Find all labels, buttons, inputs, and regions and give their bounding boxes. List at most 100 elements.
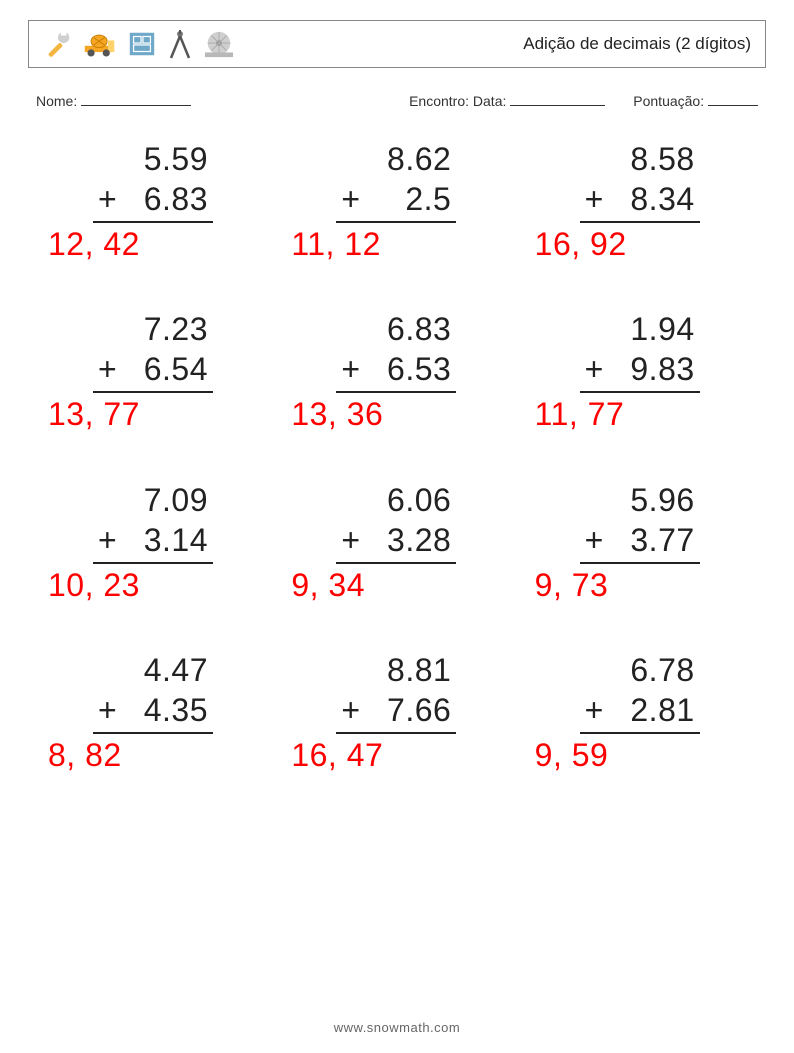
problems-grid: 5.59+6.8312, 428.62+2.511, 128.58+8.3416… bbox=[28, 139, 766, 775]
operator: + bbox=[341, 690, 360, 730]
score-field: Pontuação: bbox=[633, 92, 758, 109]
problem: 4.47+4.35 8, 82 bbox=[42, 650, 265, 774]
operand-row: +3.28 bbox=[341, 520, 451, 560]
name-blank[interactable] bbox=[81, 92, 191, 106]
worksheet-title: Adição de decimais (2 dígitos) bbox=[523, 34, 751, 54]
answer: 12, 42 bbox=[48, 225, 140, 263]
operator: + bbox=[341, 179, 360, 219]
answer: 9, 59 bbox=[535, 736, 609, 774]
operand-a: 6.06 bbox=[341, 480, 451, 520]
operand-b: 4.35 bbox=[117, 690, 208, 730]
problem-stack: 6.78+2.81 bbox=[585, 650, 700, 734]
operand-a: 8.62 bbox=[341, 139, 451, 179]
rule-line bbox=[580, 221, 700, 223]
operand-a: 8.58 bbox=[585, 139, 695, 179]
operator: + bbox=[341, 520, 360, 560]
name-label: Nome: bbox=[36, 93, 77, 109]
problem: 6.06+3.28 9, 34 bbox=[285, 480, 508, 604]
problem-stack: 8.58+8.34 bbox=[585, 139, 700, 223]
problem-stack: 7.09+3.14 bbox=[98, 480, 213, 564]
operator: + bbox=[98, 690, 117, 730]
rule-line bbox=[336, 562, 456, 564]
operator: + bbox=[585, 690, 604, 730]
operand-a: 6.83 bbox=[341, 309, 451, 349]
compass-icon bbox=[167, 28, 193, 60]
date-field: Encontro: Data: bbox=[409, 92, 605, 109]
operand-row: +2.81 bbox=[585, 690, 695, 730]
rule-line bbox=[580, 562, 700, 564]
answer: 16, 47 bbox=[291, 736, 383, 774]
cement-truck-icon bbox=[83, 29, 117, 59]
answer: 10, 23 bbox=[48, 566, 140, 604]
operand-row: +3.77 bbox=[585, 520, 695, 560]
problem: 8.81+7.66 16, 47 bbox=[285, 650, 508, 774]
operand-a: 6.78 bbox=[585, 650, 695, 690]
answer: 11, 12 bbox=[291, 225, 381, 263]
problem: 8.62+2.511, 12 bbox=[285, 139, 508, 263]
rule-line bbox=[93, 732, 213, 734]
score-blank[interactable] bbox=[708, 92, 758, 106]
problem: 6.83+6.53 13, 36 bbox=[285, 309, 508, 433]
operand-b: 3.28 bbox=[360, 520, 451, 560]
operand-row: +8.34 bbox=[585, 179, 695, 219]
operand-b: 6.83 bbox=[117, 179, 208, 219]
rule-line bbox=[93, 391, 213, 393]
operand-b: 6.53 bbox=[360, 349, 451, 389]
answer: 9, 34 bbox=[291, 566, 365, 604]
rule-line bbox=[336, 732, 456, 734]
problem: 5.96+3.77 9, 73 bbox=[529, 480, 752, 604]
operand-row: +6.54 bbox=[98, 349, 208, 389]
header-box: Adição de decimais (2 dígitos) bbox=[28, 20, 766, 68]
info-row: Nome: Encontro: Data: Pontuação: bbox=[28, 92, 766, 109]
rule-line bbox=[336, 221, 456, 223]
operand-row: +2.5 bbox=[341, 179, 451, 219]
operand-b: 2.81 bbox=[603, 690, 694, 730]
operand-b: 7.66 bbox=[360, 690, 451, 730]
problem: 5.59+6.8312, 42 bbox=[42, 139, 265, 263]
operand-a: 7.09 bbox=[98, 480, 208, 520]
operator: + bbox=[585, 349, 604, 389]
operand-row: +7.66 bbox=[341, 690, 451, 730]
operator: + bbox=[585, 179, 604, 219]
operand-b: 6.54 bbox=[117, 349, 208, 389]
problem-stack: 1.94+9.83 bbox=[585, 309, 700, 393]
operand-a: 5.59 bbox=[98, 139, 208, 179]
problem-stack: 5.59+6.83 bbox=[98, 139, 213, 223]
operand-a: 4.47 bbox=[98, 650, 208, 690]
info-right: Encontro: Data: Pontuação: bbox=[409, 92, 758, 109]
operand-row: +9.83 bbox=[585, 349, 695, 389]
problem: 7.09+3.1410, 23 bbox=[42, 480, 265, 604]
name-field: Nome: bbox=[36, 92, 191, 109]
problem-stack: 5.96+3.77 bbox=[585, 480, 700, 564]
date-blank[interactable] bbox=[510, 92, 605, 106]
operand-a: 8.81 bbox=[341, 650, 451, 690]
wrench-icon bbox=[43, 29, 73, 59]
problem-stack: 8.62+2.5 bbox=[341, 139, 456, 223]
answer: 16, 92 bbox=[535, 225, 627, 263]
operator: + bbox=[585, 520, 604, 560]
sawblade-icon bbox=[203, 29, 235, 59]
score-label: Pontuação: bbox=[633, 93, 704, 109]
operand-b: 2.5 bbox=[360, 179, 451, 219]
operand-row: +3.14 bbox=[98, 520, 208, 560]
answer: 11, 77 bbox=[535, 395, 625, 433]
operator: + bbox=[98, 179, 117, 219]
answer: 13, 36 bbox=[291, 395, 383, 433]
problem-stack: 4.47+4.35 bbox=[98, 650, 213, 734]
operand-b: 8.34 bbox=[603, 179, 694, 219]
operand-row: +6.53 bbox=[341, 349, 451, 389]
worksheet-page: Adição de decimais (2 dígitos) Nome: Enc… bbox=[0, 0, 794, 1053]
problem: 7.23+6.5413, 77 bbox=[42, 309, 265, 433]
problem-stack: 7.23+6.54 bbox=[98, 309, 213, 393]
date-label: Encontro: Data: bbox=[409, 93, 506, 109]
operand-row: +4.35 bbox=[98, 690, 208, 730]
operand-row: +6.83 bbox=[98, 179, 208, 219]
operand-a: 5.96 bbox=[585, 480, 695, 520]
operator: + bbox=[98, 349, 117, 389]
rule-line bbox=[580, 391, 700, 393]
operand-a: 1.94 bbox=[585, 309, 695, 349]
problem-stack: 6.06+3.28 bbox=[341, 480, 456, 564]
answer: 13, 77 bbox=[48, 395, 140, 433]
operator: + bbox=[341, 349, 360, 389]
answer: 8, 82 bbox=[48, 736, 122, 774]
